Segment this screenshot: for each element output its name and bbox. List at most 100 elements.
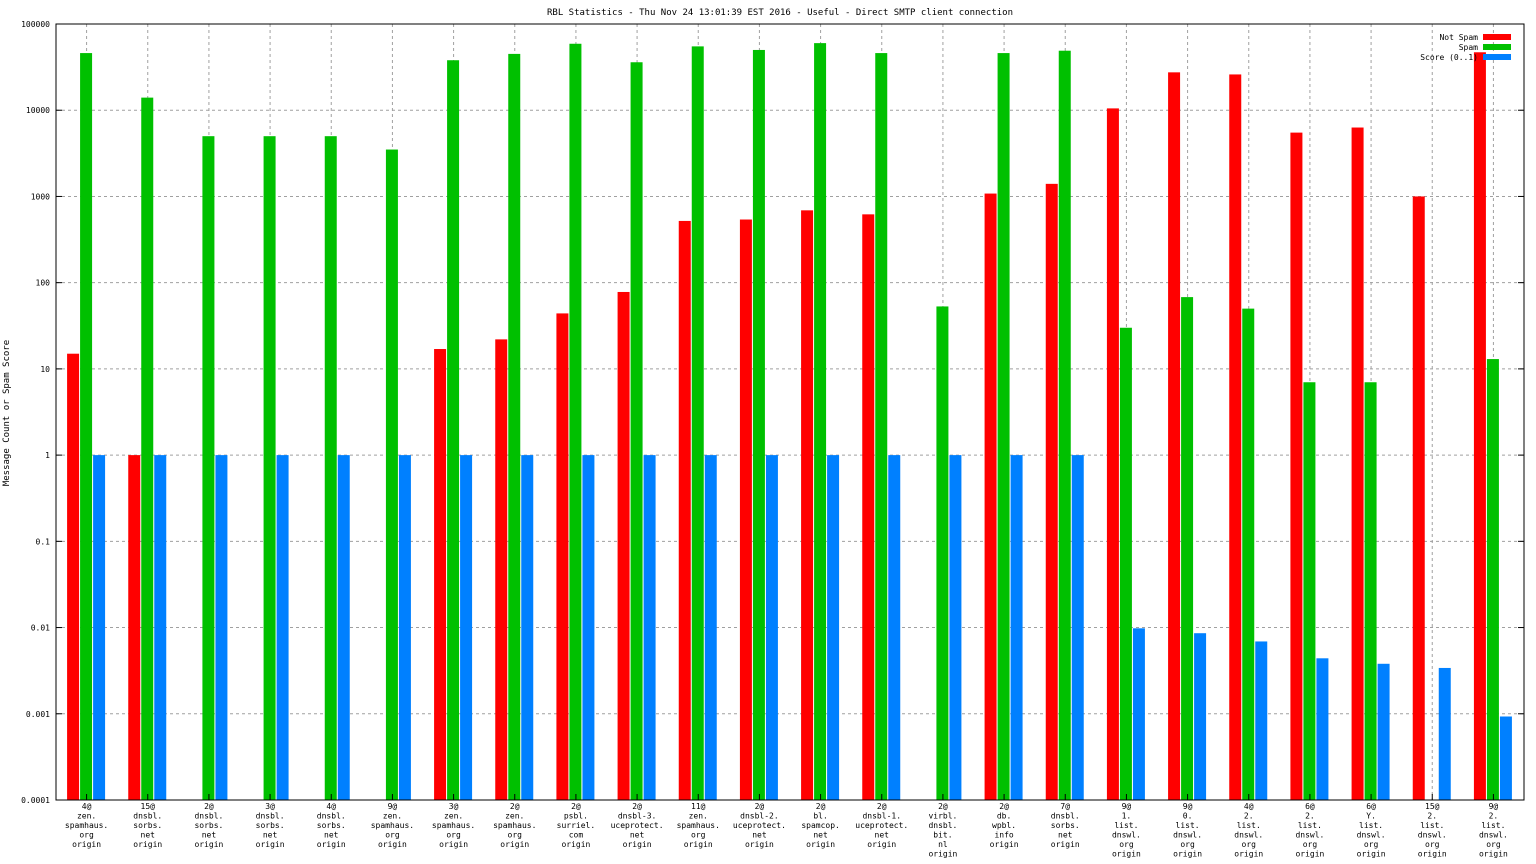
legend-swatch [1483,34,1511,40]
bar-spam [324,136,337,800]
bar-spam [1303,382,1316,800]
bar-spam [385,149,398,800]
bar-spam [202,136,215,800]
bar-spam [80,53,93,801]
bar-score [949,455,962,800]
bar-not-spam [1290,132,1303,800]
bar-score [888,455,901,800]
y-tick-label: 0.1 [36,537,51,546]
bar-score [1255,641,1268,800]
y-tick-label: 10 [40,365,50,374]
x-tick-label: 4@ zen. spamhaus. org origin [65,802,108,849]
bar-spam [1119,327,1132,800]
x-tick-label: 4@ dnsbl. sorbs. net origin [317,802,346,849]
bar-not-spam [1168,72,1181,800]
x-tick-label: 15@ 2. list. dnswl. org origin [1418,802,1447,859]
legend-label: Spam [1459,43,1478,52]
bar-not-spam [67,353,80,800]
bar-score [1071,455,1084,800]
bar-spam [569,43,582,801]
bar-not-spam [1106,108,1119,800]
bar-score [93,455,106,800]
bar-not-spam [1229,74,1242,800]
bar-spam [875,53,888,801]
x-tick-label: 3@ zen. spamhaus. org origin [432,802,475,849]
bar-score [215,455,228,800]
bar-score [1438,667,1451,800]
bar-score [460,455,473,800]
bar-not-spam [678,220,691,800]
x-tick-label: 6@ 2. list. dnswl. org origin [1295,802,1324,859]
y-axis-label: Message Count or Spam Score [2,340,12,486]
bar-score [1010,455,1023,800]
x-tick-label: 2@ psbl. surriel. com origin [557,802,596,849]
x-tick-label: 9@ 2. list. dnswl. org origin [1479,802,1508,859]
bar-not-spam [984,193,997,801]
bar-spam [1058,50,1071,801]
bar-score [276,455,289,800]
bar-not-spam [1045,183,1058,800]
bar-spam [1242,308,1255,800]
bar-score [1316,658,1329,800]
bar-not-spam [862,214,875,800]
legend-label: Score (0..1) [1420,53,1478,62]
y-tick-label: 100000 [21,20,50,29]
bar-spam [630,62,643,800]
x-tick-label: 15@ dnsbl. sorbs. net origin [133,802,162,849]
bar-spam [997,53,1010,801]
x-tick-label: 2@ dnsbl-2. uceprotect. net origin [733,802,786,849]
x-tick-label: 3@ dnsbl. sorbs. net origin [256,802,285,849]
y-tick-label: 0.01 [31,624,50,633]
y-tick-label: 0.0001 [21,796,50,805]
legend-swatch [1483,44,1511,50]
bar-spam [508,53,521,801]
x-tick-label: 2@ virbl. dnsbl. bit. nl origin [928,802,957,859]
y-tick-label: 100 [36,279,51,288]
bar-score [1377,663,1390,800]
bar-spam [691,46,704,801]
bar-not-spam [1351,127,1364,800]
bar-spam [1364,382,1377,800]
bar-not-spam [434,349,447,800]
bar-not-spam [801,210,814,800]
y-tick-label: 1000 [31,192,50,201]
chart-title: RBL Statistics - Thu Nov 24 13:01:39 EST… [547,8,1013,18]
bar-score [704,455,717,800]
bars [67,43,1512,801]
bar-spam [752,49,765,801]
x-tick-label: 11@ zen. spamhaus. org origin [677,802,720,849]
axis-ticks: 0.0001 0.001 0.01 0.1 1 10 100 1000 10000 100000 4… [21,20,1524,859]
x-tick-label: 4@ 2. list. dnswl. org origin [1234,802,1263,859]
bar-score [154,455,167,800]
bar-score [1499,716,1512,800]
x-tick-label: 2@ zen. spamhaus. org origin [493,802,536,849]
bar-not-spam [1412,196,1425,800]
x-tick-label: 2@ bl. spamcop. net origin [801,802,840,849]
x-tick-label: 9@ zen. spamhaus. org origin [371,802,414,849]
x-tick-label: 2@ dnsbl-3. uceprotect. net origin [611,802,664,849]
bar-spam [447,60,460,800]
bar-spam [263,136,276,800]
bar-not-spam [1473,52,1486,800]
bar-score [337,455,350,800]
bar-spam [1181,297,1194,800]
bar-spam [936,306,949,800]
x-tick-label: 9@ 1. list. dnswl. org origin [1112,802,1141,859]
bar-spam [814,43,827,800]
y-tick-label: 1 [45,451,50,460]
y-tick-label: 10000 [26,106,50,115]
legend-swatch [1483,54,1511,60]
bar-score [1194,633,1207,800]
x-tick-label: 2@ db. wpbl. info origin [990,802,1019,849]
bar-score [765,455,778,800]
bar-not-spam [617,291,630,800]
x-tick-label: 2@ dnsbl-1. uceprotect. net origin [855,802,908,849]
bar-score [582,455,595,800]
plot-frame [55,23,1525,801]
bar-not-spam [556,313,569,800]
x-tick-label: 6@ Y. list. dnswl. org origin [1357,802,1386,859]
bar-not-spam [128,455,141,800]
bar-score [1132,628,1145,800]
